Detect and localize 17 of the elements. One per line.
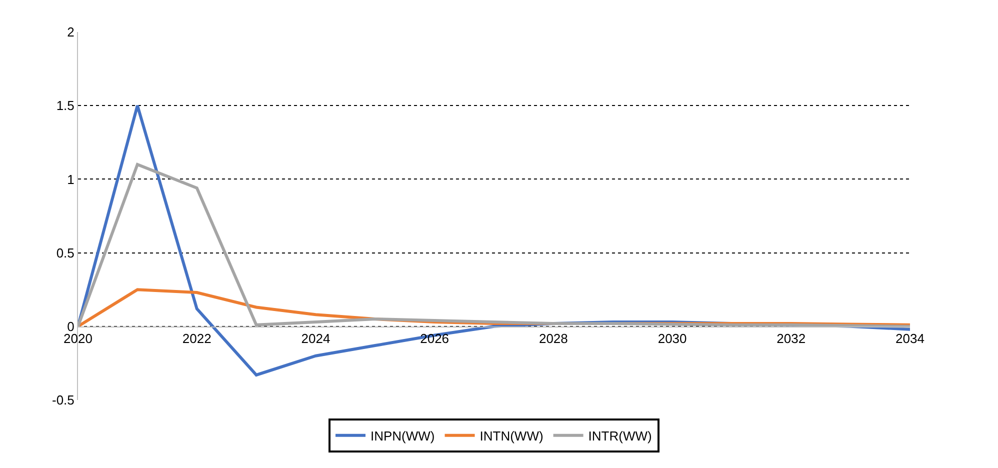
- x-tick-label: 2028: [538, 331, 568, 346]
- y-tick-label: 2: [67, 24, 74, 40]
- x-tick-label: 2032: [776, 331, 806, 346]
- line-series: [78, 162, 910, 328]
- y-tick-label: 0: [67, 318, 74, 334]
- legend-label: INTN(WW): [480, 428, 544, 444]
- x-tick-label: 2034: [896, 331, 924, 346]
- y-tick-label: 1.5: [56, 98, 74, 114]
- y-tick-label: 0.5: [56, 245, 74, 260]
- legend-label: INTR(WW): [588, 428, 652, 444]
- x-tick-label: 2024: [301, 331, 330, 346]
- x-tick-label: 2022: [182, 331, 212, 346]
- x-tick-label: 2020: [64, 331, 92, 346]
- legend-label: INPN(WW): [370, 428, 435, 444]
- y-tick-label: 1: [67, 172, 74, 187]
- y-tick-label: -0.5: [52, 392, 74, 408]
- x-tick-label: 2030: [658, 331, 687, 346]
